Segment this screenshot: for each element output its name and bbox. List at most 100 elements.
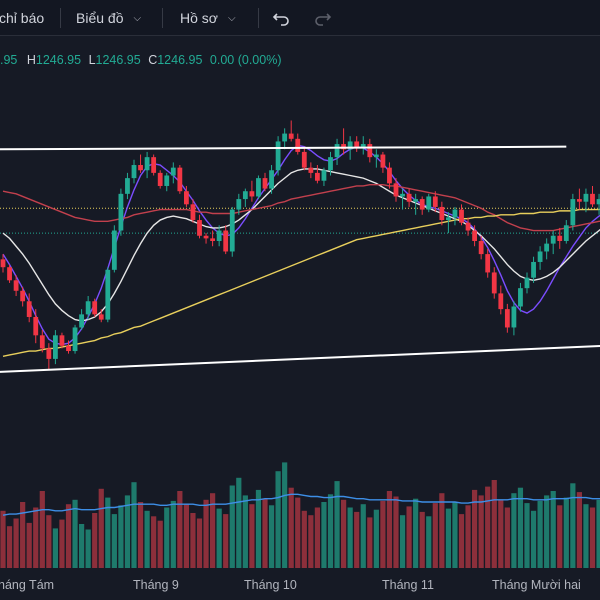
volume-bar — [393, 496, 399, 568]
volume-bar — [46, 515, 52, 568]
candle — [459, 204, 464, 226]
toolbar-divider — [60, 8, 61, 28]
candle — [111, 225, 117, 273]
volume-bar — [203, 499, 209, 568]
candle-body — [347, 141, 353, 150]
volume-ma-line — [2, 493, 600, 516]
candle — [354, 136, 360, 152]
candle — [380, 151, 386, 173]
legend-high-key: H — [26, 53, 36, 67]
volume-bar — [334, 481, 340, 568]
candle-body — [118, 193, 124, 231]
candle — [518, 282, 523, 312]
profile-menu-button[interactable]: Hồ sơ ⌵ — [180, 0, 236, 36]
candle-body — [242, 191, 248, 200]
candle-body — [111, 230, 117, 270]
candle — [491, 267, 497, 299]
candle — [570, 193, 576, 231]
volume-bar — [111, 514, 117, 568]
candle-body — [354, 141, 360, 147]
volume-bar — [59, 519, 65, 568]
volume-bar — [282, 462, 288, 568]
candle — [210, 230, 215, 247]
candle-body — [85, 301, 91, 315]
volume-bar — [13, 518, 19, 568]
candle-body — [459, 209, 464, 223]
candle-body — [190, 204, 196, 221]
volume-bar — [275, 471, 281, 568]
indicators-button[interactable]: chỉ báo — [0, 0, 44, 36]
candle — [249, 180, 255, 202]
volume-bar — [517, 487, 524, 568]
candle — [203, 233, 209, 244]
volume-bar — [255, 489, 262, 568]
candle-body — [413, 199, 419, 202]
candle — [59, 332, 65, 349]
candle — [144, 151, 150, 179]
volume-bar — [288, 487, 294, 568]
candle — [46, 343, 52, 370]
candle — [478, 235, 484, 260]
candle-body — [164, 175, 170, 186]
candle-body — [229, 209, 235, 252]
candle — [432, 191, 438, 213]
candle — [419, 196, 425, 215]
candle — [367, 138, 373, 163]
candle-body — [20, 290, 26, 302]
volume-bar — [485, 486, 491, 568]
candle-body — [262, 178, 268, 189]
candle — [511, 301, 517, 336]
candle — [33, 309, 39, 344]
volume-bar — [26, 522, 32, 568]
volume-bar — [118, 505, 124, 568]
undo-button[interactable] — [272, 0, 294, 36]
candle — [157, 170, 163, 189]
candle-body — [210, 238, 215, 241]
candle-body — [46, 348, 52, 359]
candle — [13, 275, 19, 297]
x-tick-label: háng Tám — [0, 578, 55, 592]
volume-bar — [491, 480, 497, 568]
moving-average-line — [2, 144, 600, 346]
volume-bar — [458, 514, 465, 568]
volume-bar — [478, 495, 484, 568]
candle — [400, 188, 405, 210]
chart-menu-label: Biểu đồ — [76, 10, 124, 26]
candle — [216, 225, 222, 247]
candle-body — [170, 167, 176, 176]
volume-bar — [589, 507, 596, 568]
candle — [256, 175, 261, 200]
candle — [439, 201, 445, 226]
candle — [190, 199, 196, 223]
candle-body — [223, 230, 229, 252]
candle — [504, 303, 510, 333]
candle-body — [203, 235, 209, 239]
candle-body — [144, 157, 150, 171]
volume-bar — [105, 497, 111, 568]
candle — [151, 154, 157, 176]
candle — [321, 167, 327, 186]
candle-body — [590, 193, 595, 205]
redo-button[interactable] — [312, 0, 334, 36]
volume-bar — [190, 513, 196, 568]
chart-menu-button[interactable]: Biểu đồ ⌵ — [76, 0, 141, 36]
candle — [170, 162, 176, 184]
candle-body — [504, 309, 510, 328]
candle-body — [491, 272, 497, 294]
volume-bar — [151, 516, 157, 568]
candle-body — [301, 151, 307, 168]
moving-average-line — [2, 208, 600, 357]
candle-body — [315, 172, 320, 181]
volume-bar — [563, 497, 569, 568]
candle-body — [177, 167, 183, 192]
candle — [295, 133, 301, 155]
time-axis: háng Tám Tháng 9 Tháng 10 Tháng 11 Tháng… — [0, 572, 600, 600]
candle — [229, 206, 235, 257]
candle — [472, 225, 477, 247]
price-chart[interactable] — [0, 38, 600, 572]
volume-bar — [170, 500, 176, 568]
candle-body — [544, 243, 550, 252]
volume-bar — [79, 524, 85, 568]
volume-bar — [426, 516, 432, 568]
candle — [118, 188, 124, 236]
